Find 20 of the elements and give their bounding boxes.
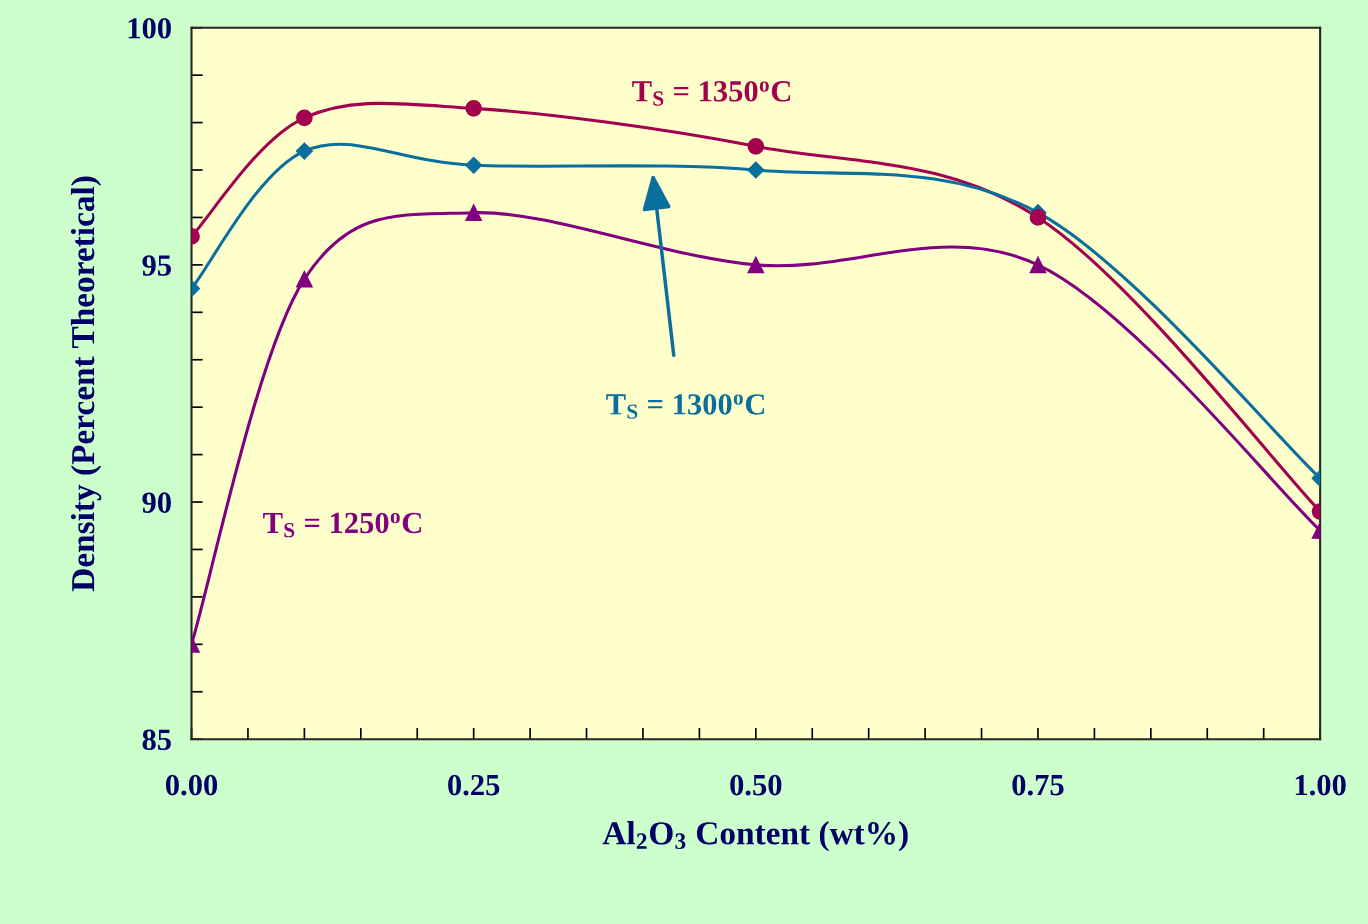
y-tick-label: 90 <box>142 492 171 513</box>
series-label: T$_{S}$ = 1350$^{o}$C <box>632 81 791 106</box>
point <box>747 137 765 155</box>
x-tick-label: 0.25 <box>448 774 500 796</box>
x-tick-label: 0.50 <box>730 774 782 796</box>
x-axis-title: Al$_{2}$O$_{3}$ Content (wt%) <box>602 821 908 852</box>
y-tick-label: 95 <box>142 255 171 276</box>
x-tick-label: 0.00 <box>165 774 218 796</box>
y-tick-label: 100 <box>128 18 171 39</box>
point <box>747 256 765 274</box>
point <box>465 156 483 174</box>
y-axis-title: Density (Percent Theoretical) <box>70 176 102 592</box>
x-tick-label: 1.00 <box>1295 774 1346 796</box>
point <box>747 161 765 179</box>
text: T$_{S}$ = 1300$^{o}$C <box>606 394 765 419</box>
point <box>465 100 483 117</box>
y-tick-label: 85 <box>142 729 171 751</box>
point <box>465 204 483 222</box>
series-label: T$_{S}$ = 1250$^{o}$C <box>263 512 422 538</box>
x-tick-label: 0.75 <box>1012 774 1064 796</box>
